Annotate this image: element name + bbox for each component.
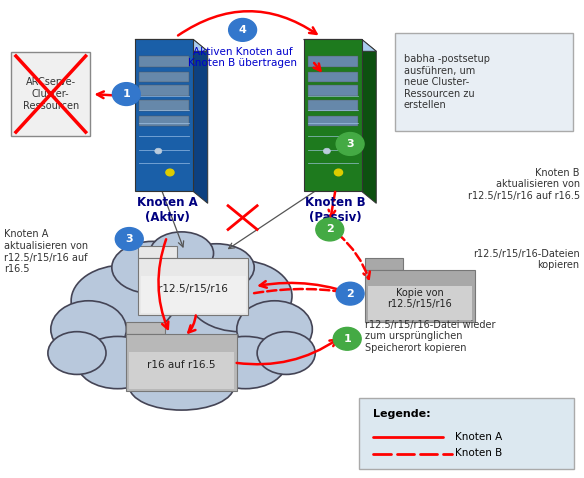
Text: 1: 1 [343,334,351,344]
FancyArrowPatch shape [97,91,130,98]
FancyArrowPatch shape [237,339,337,364]
FancyBboxPatch shape [364,270,475,322]
Text: Knoten B: Knoten B [455,448,502,458]
FancyBboxPatch shape [308,72,357,82]
Ellipse shape [51,301,126,358]
FancyBboxPatch shape [135,39,193,192]
FancyArrowPatch shape [260,281,362,297]
FancyBboxPatch shape [141,276,245,313]
Ellipse shape [150,232,214,275]
FancyBboxPatch shape [139,56,189,67]
Circle shape [316,218,344,241]
Polygon shape [193,39,208,203]
FancyBboxPatch shape [139,116,189,126]
Text: Knoten B
(Passiv): Knoten B (Passiv) [305,196,366,224]
FancyBboxPatch shape [139,72,189,82]
FancyBboxPatch shape [308,85,357,96]
Text: Knoten A
aktualisieren von
r12.5/r15/r16 auf
r16.5: Knoten A aktualisieren von r12.5/r15/r16… [4,229,88,274]
Ellipse shape [187,261,292,332]
Ellipse shape [179,244,254,291]
Text: 3: 3 [126,234,133,244]
FancyBboxPatch shape [308,116,357,126]
Circle shape [155,148,162,154]
FancyBboxPatch shape [139,100,189,111]
Text: Legende:: Legende: [373,409,431,419]
FancyArrowPatch shape [158,239,168,329]
Circle shape [324,148,331,154]
Text: 3: 3 [346,139,354,149]
Text: Aktiven Knoten auf
Knoten B übertragen: Aktiven Knoten auf Knoten B übertragen [188,46,297,68]
Text: 4: 4 [239,25,246,35]
Ellipse shape [77,337,158,389]
Text: babha -postsetup
ausführen, um
neue Cluster-
Ressourcen zu
erstellen: babha -postsetup ausführen, um neue Clus… [404,54,489,110]
Text: r12.5/r15/r16-Dateien
kopieren: r12.5/r15/r16-Dateien kopieren [473,249,580,270]
FancyArrowPatch shape [329,192,335,217]
FancyArrowPatch shape [338,234,370,279]
Polygon shape [361,39,376,203]
FancyArrowPatch shape [314,63,321,71]
FancyBboxPatch shape [395,33,573,131]
Ellipse shape [257,332,315,374]
FancyBboxPatch shape [308,100,357,111]
Polygon shape [138,246,176,258]
Text: 1: 1 [123,89,130,99]
FancyBboxPatch shape [129,352,234,389]
Ellipse shape [106,272,257,377]
Text: Knoten B
aktualisieren von
r12.5/r15/r16 auf r16.5: Knoten B aktualisieren von r12.5/r15/r16… [468,168,580,201]
Ellipse shape [205,337,286,389]
FancyBboxPatch shape [138,258,248,315]
Circle shape [112,83,140,106]
Text: r12.5/r15/r16-Datei wieder
zum ursprünglichen
Speicherort kopieren: r12.5/r15/r16-Datei wieder zum ursprüngl… [364,320,495,353]
Polygon shape [304,39,376,51]
Polygon shape [364,258,404,270]
Text: r16 auf r16.5: r16 auf r16.5 [147,360,216,370]
Polygon shape [126,322,165,334]
Text: r12.5/r15/r16: r12.5/r15/r16 [158,284,228,294]
Text: ARCserve-
Cluster-
Ressourcen: ARCserve- Cluster- Ressourcen [23,77,79,111]
Circle shape [115,228,143,250]
Ellipse shape [112,241,193,293]
Text: 2: 2 [326,225,333,235]
Ellipse shape [237,301,312,358]
Circle shape [335,169,343,176]
Ellipse shape [129,362,234,410]
FancyArrowPatch shape [189,315,196,333]
Circle shape [336,282,364,305]
FancyBboxPatch shape [308,56,357,67]
FancyBboxPatch shape [139,85,189,96]
Circle shape [229,19,256,41]
Circle shape [166,169,174,176]
Text: Knoten A
(Aktiv): Knoten A (Aktiv) [137,196,197,224]
FancyArrowPatch shape [178,11,317,35]
FancyBboxPatch shape [304,39,361,192]
FancyBboxPatch shape [11,52,91,136]
FancyBboxPatch shape [359,398,574,469]
Text: Knoten A: Knoten A [455,432,502,442]
FancyBboxPatch shape [126,334,237,391]
Circle shape [333,327,361,350]
Text: Kopie von
r12.5/r15/r16: Kopie von r12.5/r15/r16 [388,288,452,309]
FancyBboxPatch shape [367,286,472,320]
Circle shape [336,132,364,155]
Ellipse shape [71,265,176,337]
Ellipse shape [48,332,106,374]
FancyArrowPatch shape [254,289,359,297]
Text: 2: 2 [346,289,354,299]
Polygon shape [135,39,208,51]
